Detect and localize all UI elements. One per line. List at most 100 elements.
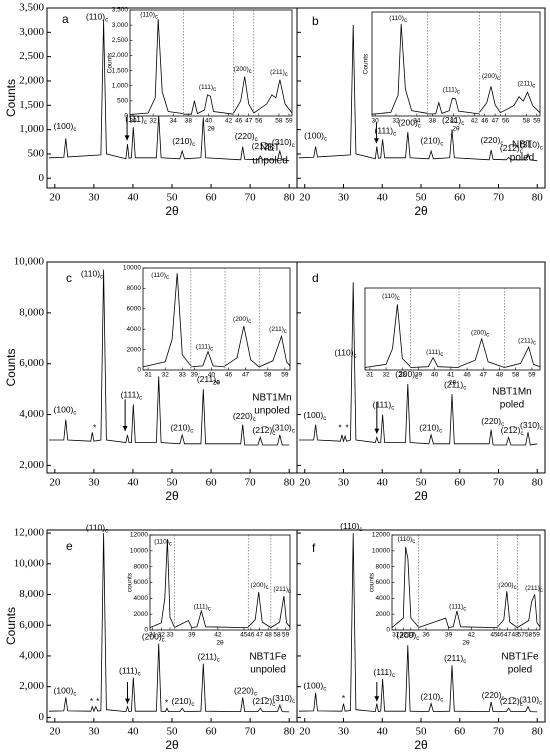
peak-label-sub: c (540, 426, 543, 432)
peak-label-sub: c (138, 671, 141, 677)
inset-y-tick-label: 2000 (127, 346, 142, 353)
inset-x-tick-label: 42 (225, 118, 233, 125)
peak-label-text: (211) (525, 585, 540, 592)
inset-x-tick-label: 45 (240, 632, 248, 639)
inset-y-tick-label: 10000 (372, 548, 390, 555)
peak-label-text: (110) (389, 15, 404, 22)
inset-x-tick-label: 57 (518, 632, 526, 639)
pattern-line (48, 20, 290, 162)
peak-label: (200)c (471, 329, 489, 338)
peak-label-sub: c (520, 149, 523, 155)
inset-x-tick-label: 46 (481, 118, 489, 125)
inset-x-label: 2θ (452, 126, 460, 133)
peak-label: (210)c (419, 423, 442, 434)
x-tick-label: 50 (167, 192, 179, 204)
peak-label-text: (100) (304, 131, 324, 141)
peak-label: (110)c (151, 272, 169, 281)
peak-label-text: (210) (172, 696, 192, 706)
inset-x-tick-label: 36 (422, 632, 430, 639)
peak-label-text: (220) (482, 690, 502, 700)
peak-label-sub: c (162, 637, 165, 643)
x-tick-label: 50 (167, 726, 179, 738)
peak-label-text: (110) (151, 272, 166, 279)
peak-label-text: (111) (121, 390, 140, 400)
inset-y-tick-label: 12000 (372, 532, 390, 539)
x-tick-label: 70 (493, 477, 505, 489)
peak-label-sub: c (324, 136, 327, 142)
peak-label-sub: c (514, 584, 517, 590)
peak-label: * (165, 698, 169, 708)
peak-label: (111)c (373, 400, 395, 411)
peak-label: (211)c (198, 652, 220, 663)
x-tick-label: 20 (299, 477, 311, 489)
inset-x-tick-label: 34 (413, 118, 421, 125)
peak-label: (310)c (520, 140, 543, 151)
panel-letter: e (66, 539, 73, 553)
peak-label: (111)c (373, 667, 395, 678)
peak-label-text: (111) (443, 86, 457, 93)
peak-label-sub: c (253, 417, 256, 423)
y-tick-label: 500 (28, 147, 45, 159)
peak-label: (211)c (273, 586, 291, 595)
peak-label: (111)c (121, 390, 143, 401)
peak-label-sub: c (440, 697, 443, 703)
peak-label-sub: c (191, 702, 194, 708)
inset-x-tick-label: 59 (528, 372, 536, 379)
inset-x-tick-label: 39 (445, 632, 453, 639)
peak-label: (110)c (140, 11, 158, 20)
peak-label-text: (220) (233, 411, 253, 421)
y-tick-label: 6,000 (19, 619, 44, 631)
poling-state: poled (510, 153, 534, 164)
inset-x-tick-label: 31 (392, 632, 400, 639)
pattern-line (298, 24, 538, 162)
x-axis-label: 2θ (165, 489, 179, 503)
x-axis-label: 2θ (165, 204, 179, 218)
poling-state: unpoled (254, 406, 290, 417)
peak-label-text: (211) (444, 653, 463, 663)
arrow-head (122, 426, 128, 432)
peak-label: (200)c (395, 369, 418, 380)
sample-name: NBT1Fe (249, 652, 287, 663)
pattern-line (48, 533, 290, 713)
peak-label-text: (21̅2) (252, 425, 272, 435)
peak-label-text: (110) (86, 12, 105, 22)
y-tick-label: 3,500 (19, 2, 44, 14)
inset-x-tick-label: 47 (242, 372, 250, 379)
inset-x-tick-label: 56 (502, 118, 510, 125)
peak-label-sub: c (105, 17, 108, 23)
x-axis-label: 2θ (414, 738, 428, 752)
peak-label-text: (111) (426, 349, 440, 356)
peak-label-sub: c (285, 72, 288, 78)
peak-label-text: (21̅2) (500, 696, 520, 706)
inset-y-tick-label: 10000 (123, 265, 141, 272)
peak-label-sub: c (166, 275, 169, 281)
peak-label: * (90, 696, 94, 706)
x-tick-label: 70 (493, 726, 505, 738)
peak-label: (211)c (444, 380, 466, 391)
peak-label-sub: c (216, 380, 219, 386)
peak-label-text: * (165, 698, 169, 708)
peak-label-text: (220) (235, 131, 255, 141)
peak-label-text: (310) (272, 423, 292, 433)
peak-label-sub: c (254, 691, 257, 697)
peak-label-text: (200) (396, 630, 416, 640)
peak-label: (200)c (398, 118, 421, 129)
peak-label-text: (211) (269, 326, 284, 333)
inset-x-tick-label: 38 (429, 118, 437, 125)
inset-y-tick-label: 0 (137, 367, 141, 374)
inset-line (270, 595, 291, 628)
peak-label: (111)c (196, 343, 213, 352)
peak-label-sub: c (248, 319, 251, 325)
peak-label-text: (200) (233, 316, 248, 323)
peak-label-sub: c (391, 405, 394, 411)
peak-label-text: (200) (234, 66, 249, 73)
arrow-head (124, 135, 130, 141)
peak-label: * (96, 696, 100, 706)
peak-label-text: (110) (86, 523, 105, 533)
inset-line (174, 609, 249, 629)
inset-x-tick-label: 32 (400, 632, 408, 639)
peak-label-sub: c (463, 659, 466, 665)
peak-label: (211)c (518, 80, 536, 89)
x-tick-label: 60 (206, 477, 218, 489)
peak-label-text: (211) (442, 115, 461, 125)
